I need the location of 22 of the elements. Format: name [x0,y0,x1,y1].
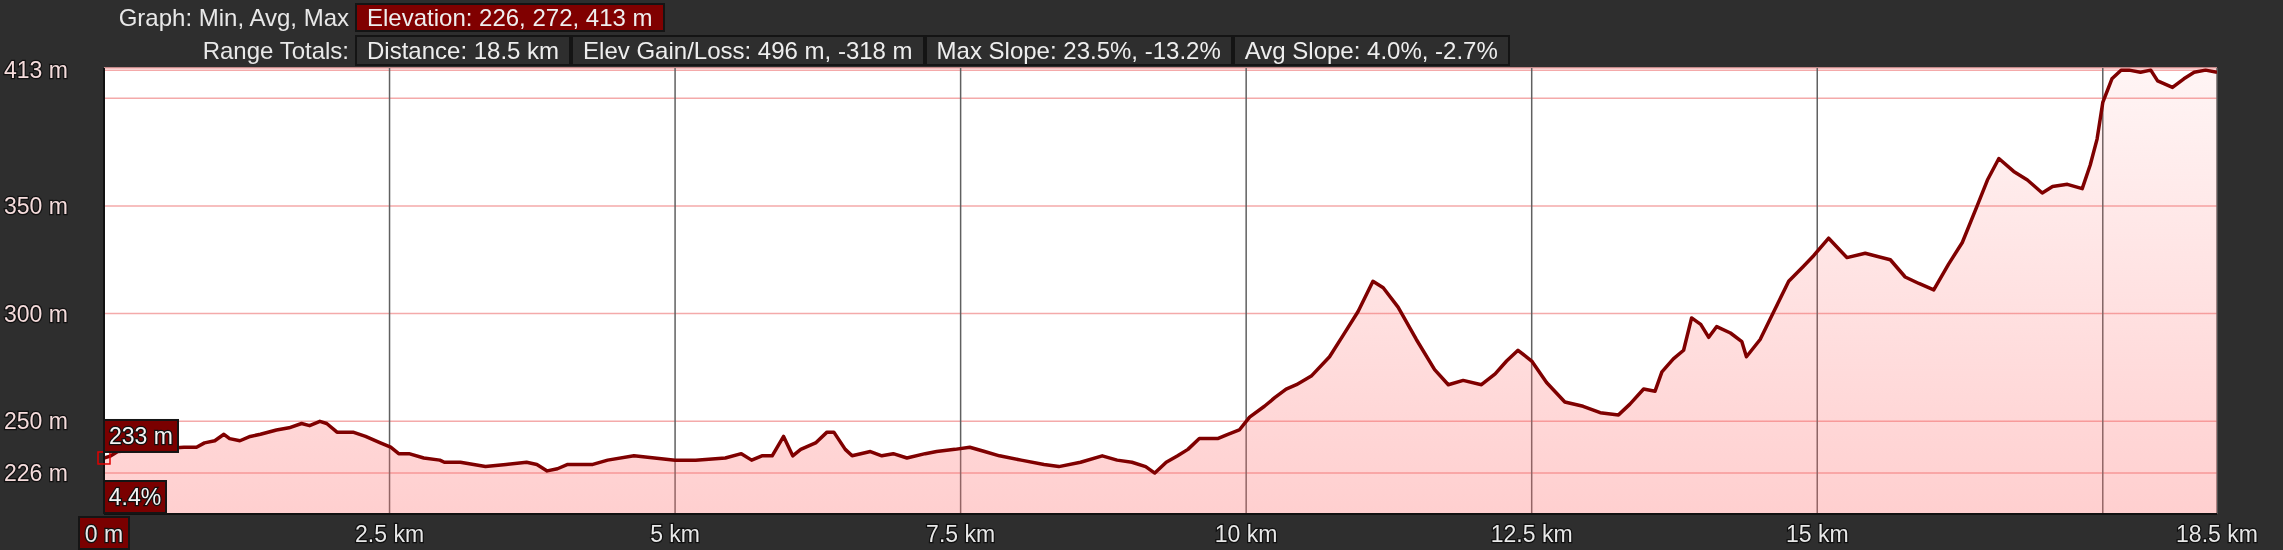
y-tick-label: 226 m [4,460,68,487]
x-tick-label: 5 km [650,521,700,547]
x-tick-label: 7.5 km [926,521,996,547]
x-tick-label: 0 m [84,521,124,547]
y-tick-label: 250 m [4,408,68,435]
annotation: 233 m [109,422,173,449]
text: Range Totals: [202,37,349,64]
text: Elevation: 226, 272, 413 m [355,3,665,32]
text: Distance: 18.5 km [355,35,572,66]
annotation: 4.4% [108,484,162,510]
text: Max Slope: 23.5%, -13.2% [924,35,1233,66]
x-tick-label: 10 km [1214,521,1278,547]
y-tick-label: 413 m [4,57,68,84]
x-tick-label: 18.5 km [2176,521,2258,547]
text: Graph: Min, Avg, Max [117,3,350,32]
text: Elev Gain/Loss: 496 m, -318 m [571,35,925,66]
y-tick-label: 300 m [4,300,68,327]
x-tick-label: 15 km [1785,521,1849,547]
x-tick-label: 2.5 km [355,521,425,547]
y-tick-label: 350 m [4,192,68,219]
x-tick-label: 12.5 km [1490,521,1573,547]
text: Avg Slope: 4.0%, -2.7% [1232,35,1510,66]
